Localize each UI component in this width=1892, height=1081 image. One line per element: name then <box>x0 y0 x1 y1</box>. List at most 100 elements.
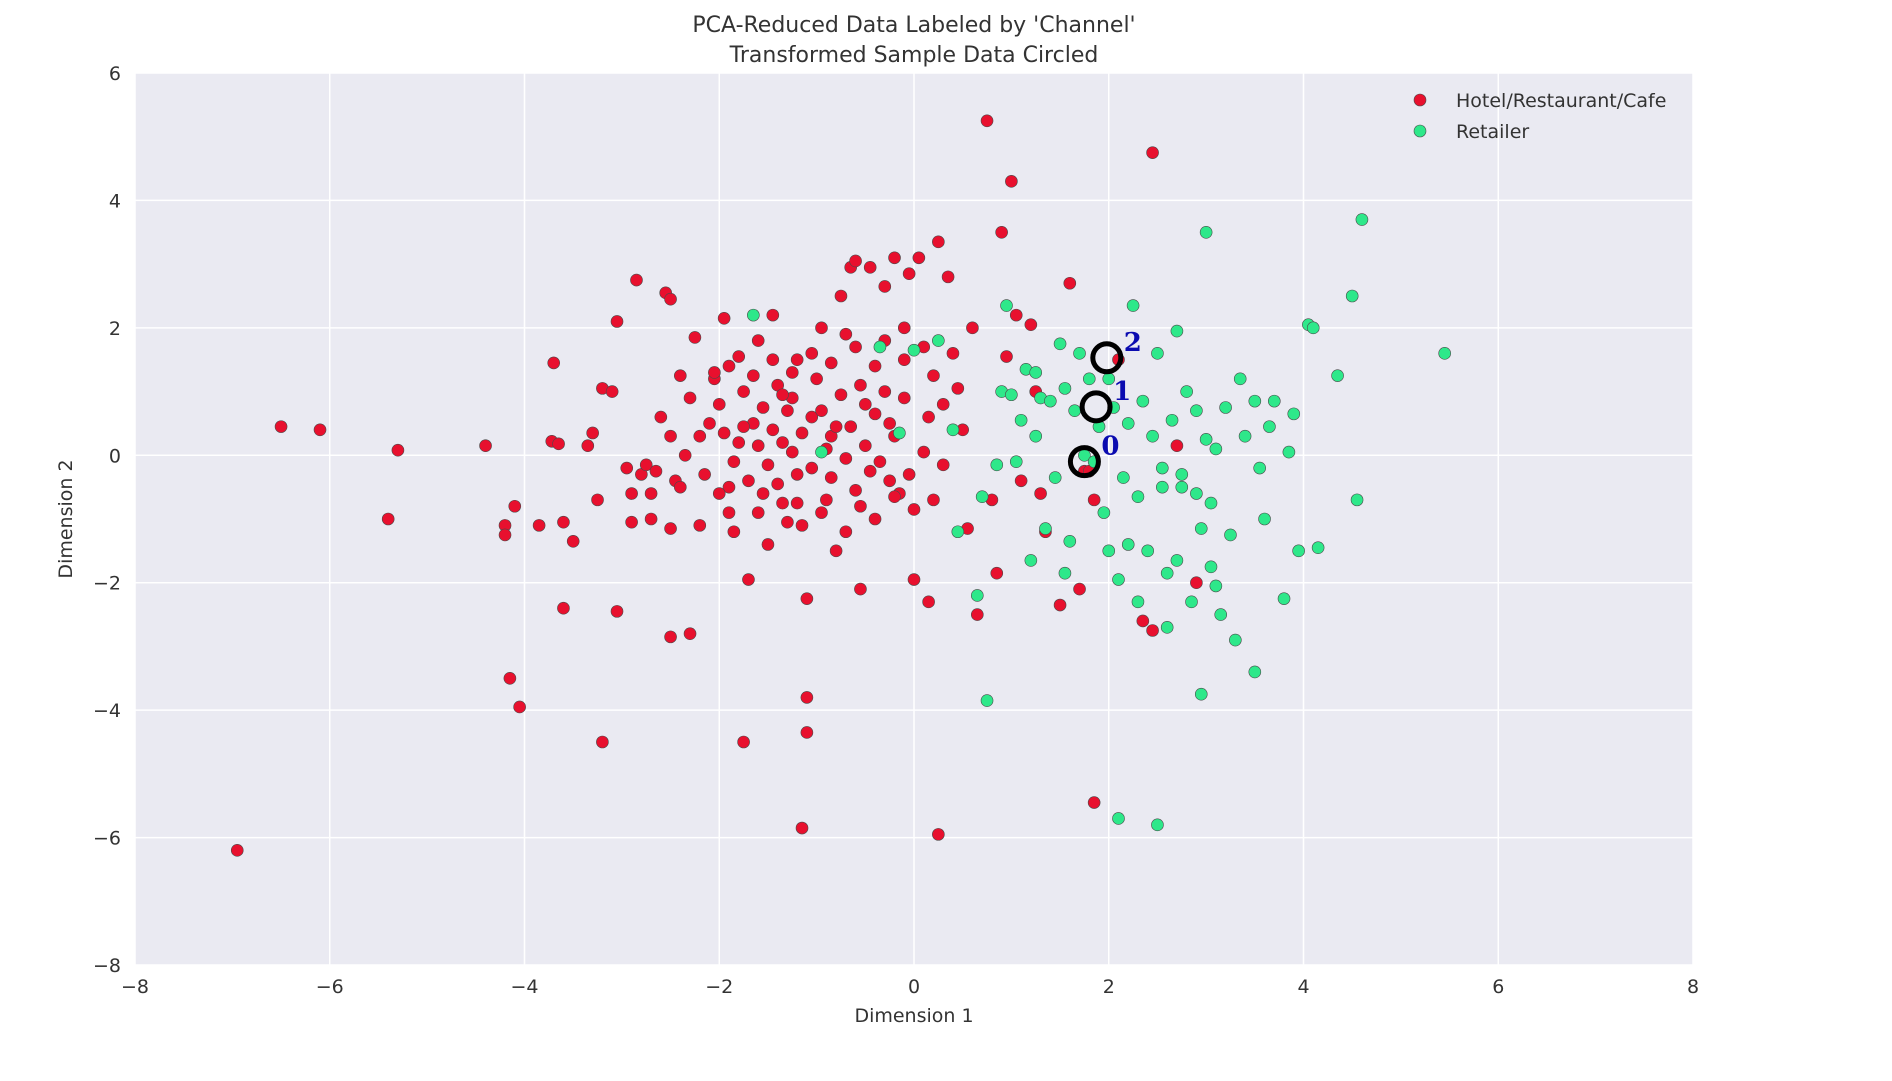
data-point-hotel <box>951 382 965 395</box>
data-point-retailer <box>1131 595 1145 609</box>
data-point-hotel <box>717 426 731 440</box>
data-point-hotel <box>683 627 697 640</box>
data-point-hotel <box>737 385 750 398</box>
data-point-retailer <box>1151 818 1164 832</box>
data-point-hotel <box>673 480 687 494</box>
data-point-hotel <box>932 828 945 841</box>
data-point-hotel <box>776 388 789 402</box>
data-point-hotel <box>513 700 526 714</box>
data-point-retailer <box>1151 347 1164 360</box>
data-point-retailer <box>1175 480 1189 494</box>
data-point-hotel <box>591 493 604 507</box>
data-point-hotel <box>820 493 833 507</box>
data-point-retailer <box>946 423 960 437</box>
data-point-hotel <box>907 573 921 586</box>
data-point-retailer <box>1190 404 1203 417</box>
data-point-retailer <box>1068 404 1081 417</box>
x-tick-label: −6 <box>316 976 344 998</box>
data-point-hotel <box>970 608 984 621</box>
data-point-hotel <box>854 378 867 392</box>
x-tick-label: −8 <box>121 976 149 998</box>
sample-circle <box>1067 445 1101 479</box>
data-point-hotel <box>274 420 288 433</box>
data-point-hotel <box>547 356 561 370</box>
data-point-hotel <box>810 372 823 386</box>
data-point-retailer <box>1224 528 1237 542</box>
data-point-retailer <box>1350 493 1364 507</box>
y-tick-label: −2 <box>93 573 121 595</box>
data-point-retailer <box>1053 337 1067 351</box>
data-point-hotel <box>732 350 746 363</box>
data-point-hotel <box>859 398 872 411</box>
data-point-retailer <box>1000 299 1013 312</box>
data-point-retailer <box>1131 490 1145 504</box>
data-point-hotel <box>824 471 838 484</box>
data-point-retailer <box>1156 461 1169 475</box>
data-point-hotel <box>854 499 867 513</box>
data-point-hotel <box>912 251 926 265</box>
data-point-hotel <box>849 254 862 268</box>
data-point-hotel <box>897 321 911 335</box>
data-point-hotel <box>1009 308 1023 322</box>
data-point-hotel <box>795 519 809 532</box>
data-point-retailer <box>1175 468 1189 481</box>
sample-circle <box>1079 390 1113 424</box>
legend: Hotel/Restaurant/Cafe Retailer <box>1413 90 1666 143</box>
data-point-hotel <box>815 506 828 519</box>
data-point-hotel <box>596 735 609 749</box>
data-point-hotel <box>868 407 882 421</box>
data-point-retailer <box>1136 394 1150 408</box>
data-point-hotel <box>712 487 726 500</box>
data-point-hotel <box>824 356 838 370</box>
data-point-hotel <box>936 458 950 472</box>
data-point-hotel <box>722 506 736 519</box>
data-point-retailer <box>1199 433 1213 446</box>
data-point-hotel <box>922 410 935 424</box>
data-point-hotel <box>630 273 643 287</box>
data-point-hotel <box>649 464 663 478</box>
sample-label: 0 <box>1101 432 1119 462</box>
data-point-hotel <box>795 426 809 440</box>
data-point-hotel <box>839 327 853 341</box>
data-point-retailer <box>975 490 989 504</box>
data-point-hotel <box>532 519 546 532</box>
data-point-hotel <box>980 114 994 128</box>
data-point-retailer <box>1082 372 1096 386</box>
data-point-retailer <box>1267 394 1281 408</box>
x-tick-label: −2 <box>705 976 733 998</box>
chart-subtitle: Transformed Sample Data Circled <box>729 43 1099 68</box>
data-point-retailer <box>1097 506 1111 519</box>
data-point-hotel <box>839 525 853 539</box>
data-point-hotel <box>966 321 979 335</box>
data-point-hotel <box>761 458 775 472</box>
data-point-hotel <box>834 388 848 402</box>
data-point-retailer <box>747 308 760 322</box>
data-point-hotel <box>863 464 877 478</box>
data-point-hotel <box>834 289 848 303</box>
data-point-retailer <box>1029 366 1043 379</box>
data-point-hotel <box>1146 624 1159 637</box>
data-point-retailer <box>1024 554 1038 567</box>
data-point-retailer <box>1112 812 1125 825</box>
data-point-hotel <box>664 630 677 644</box>
data-point-hotel <box>644 487 658 500</box>
data-point-retailer <box>951 525 965 539</box>
data-point-hotel <box>581 439 595 453</box>
data-point-hotel <box>1190 576 1203 590</box>
sample-label: 2 <box>1124 328 1142 358</box>
data-point-retailer <box>893 426 906 440</box>
data-point-retailer <box>1058 382 1072 395</box>
data-point-hotel <box>805 410 819 424</box>
data-point-retailer <box>1194 522 1208 535</box>
data-point-hotel <box>878 280 892 293</box>
data-point-retailer <box>1112 573 1125 586</box>
data-point-hotel <box>605 385 619 398</box>
data-point-hotel <box>508 499 522 513</box>
data-point-hotel <box>902 468 916 481</box>
data-point-hotel <box>1053 598 1067 612</box>
data-point-retailer <box>1355 213 1369 226</box>
data-point-hotel <box>878 385 892 398</box>
data-point-hotel <box>839 452 853 465</box>
data-point-hotel <box>557 515 570 529</box>
data-point-retailer <box>1121 417 1135 430</box>
